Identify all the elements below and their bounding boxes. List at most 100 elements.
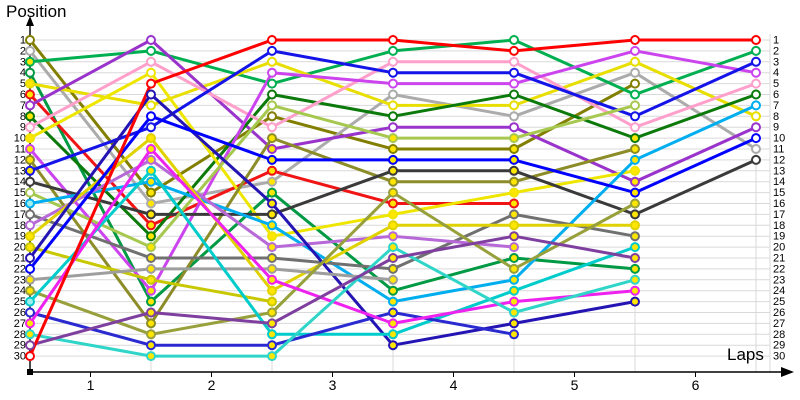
marker-car-09 xyxy=(267,122,277,133)
series-line-car-28 xyxy=(29,245,636,358)
y-axis-title: Position xyxy=(6,2,67,21)
marker-car-27 xyxy=(267,274,277,285)
marker-car-21 xyxy=(630,296,640,307)
marker-car-19 xyxy=(509,220,519,231)
marker-car-26 xyxy=(25,307,35,318)
marker-car-01 xyxy=(388,144,398,154)
marker-car-02 xyxy=(25,45,35,56)
marker-car-01 xyxy=(509,144,519,154)
marker-car-10 xyxy=(146,67,156,78)
y-tick-label-right: 11 xyxy=(773,144,784,156)
y-tick-label-right: 1 xyxy=(773,35,779,47)
marker-car-15 xyxy=(509,133,519,144)
y-tick-label-right: 6 xyxy=(773,89,779,101)
marker-car-05 xyxy=(630,56,640,67)
marker-car-14 xyxy=(388,165,398,176)
marker-car-08 xyxy=(25,111,35,122)
y-tick-label-right: 17 xyxy=(773,209,785,221)
marker-car-30 xyxy=(509,45,519,56)
marker-car-10 xyxy=(25,133,35,144)
marker-car-11 xyxy=(267,67,277,78)
marker-car-24 xyxy=(509,263,519,274)
marker-car-21 xyxy=(25,253,35,263)
marker-car-01 xyxy=(25,35,35,45)
marker-car-22 xyxy=(25,263,35,274)
marker-car-10 xyxy=(267,231,277,242)
y-tick-label-right: 25 xyxy=(773,296,785,308)
y-tick-label-left: 3 xyxy=(20,56,26,68)
marker-car-04 xyxy=(509,253,519,263)
series-line-car-23 xyxy=(29,267,394,282)
x-tick-label: 4 xyxy=(450,377,458,393)
marker-car-18 xyxy=(267,242,277,253)
marker-car-29 xyxy=(146,307,156,318)
marker-car-07 xyxy=(630,176,640,187)
marker-car-05 xyxy=(267,56,277,67)
marker-car-07 xyxy=(509,122,519,133)
x-tick-label: 5 xyxy=(571,377,579,393)
marker-car-17 xyxy=(267,253,277,263)
marker-car-30 xyxy=(25,351,35,362)
marker-car-30 xyxy=(630,35,640,45)
x-axis-title: Laps xyxy=(727,345,764,364)
marker-car-12 xyxy=(146,318,156,329)
marker-car-13 xyxy=(751,56,761,67)
marker-car-27 xyxy=(630,285,640,296)
marker-car-12 xyxy=(267,133,277,144)
marker-car-06 xyxy=(267,165,277,176)
marker-car-21 xyxy=(388,340,398,351)
marker-car-15 xyxy=(630,100,640,111)
marker-car-30 xyxy=(146,78,156,89)
marker-car-11 xyxy=(388,78,398,89)
marker-car-16 xyxy=(25,198,35,209)
marker-car-06 xyxy=(509,198,519,209)
y-tick-label-left: 7 xyxy=(20,100,26,112)
marker-car-05 xyxy=(146,100,156,111)
y-tick-label-left: 28 xyxy=(14,329,26,341)
y-tick-label-left: 17 xyxy=(14,209,26,221)
marker-car-14 xyxy=(25,176,35,187)
marker-car-03 xyxy=(25,56,35,67)
marker-car-25 xyxy=(146,165,156,176)
marker-car-15 xyxy=(267,100,277,111)
y-tick-label-right: 20 xyxy=(773,242,785,254)
marker-car-04 xyxy=(146,296,156,307)
marker-car-08 xyxy=(146,231,156,242)
marker-car-19 xyxy=(388,220,398,231)
marker-car-17 xyxy=(630,231,640,242)
marker-car-19 xyxy=(267,285,277,296)
marker-car-07 xyxy=(25,100,35,111)
series-line-car-19 xyxy=(29,136,635,293)
marker-car-21 xyxy=(146,89,156,100)
marker-car-07 xyxy=(751,122,761,133)
y-tick-label-left: 25 xyxy=(14,296,26,308)
marker-car-13 xyxy=(509,67,519,78)
marker-car-25 xyxy=(25,296,35,307)
marker-car-16 xyxy=(388,296,398,307)
marker-car-11 xyxy=(146,285,156,296)
marker-car-19 xyxy=(630,220,640,231)
marker-car-29 xyxy=(25,340,35,351)
marker-car-28 xyxy=(146,351,156,362)
x-tick-label: 3 xyxy=(329,377,337,393)
marker-car-17 xyxy=(146,253,156,263)
y-tick-label-left: 9 xyxy=(20,122,26,134)
marker-car-08 xyxy=(388,111,398,122)
marker-car-26 xyxy=(146,340,156,351)
marker-car-17 xyxy=(25,209,35,220)
marker-car-05 xyxy=(25,78,35,89)
marker-car-09 xyxy=(751,78,761,89)
marker-car-04 xyxy=(630,263,640,274)
y-tick-label-left: 29 xyxy=(14,340,26,352)
y-tick-label-right: 19 xyxy=(773,231,785,243)
marker-car-02 xyxy=(267,176,277,187)
marker-car-23 xyxy=(146,263,156,274)
marker-car-16 xyxy=(146,176,156,187)
marker-car-25 xyxy=(267,329,277,340)
marker-car-30 xyxy=(751,35,761,45)
series-line-car-24 xyxy=(29,191,636,336)
marker-car-30 xyxy=(388,35,398,45)
marker-car-28 xyxy=(509,307,519,318)
marker-car-08 xyxy=(267,89,277,100)
